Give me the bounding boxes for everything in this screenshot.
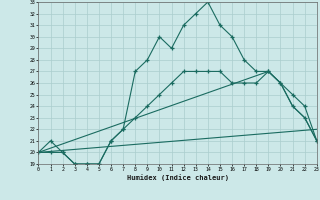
X-axis label: Humidex (Indice chaleur): Humidex (Indice chaleur) — [127, 174, 228, 181]
